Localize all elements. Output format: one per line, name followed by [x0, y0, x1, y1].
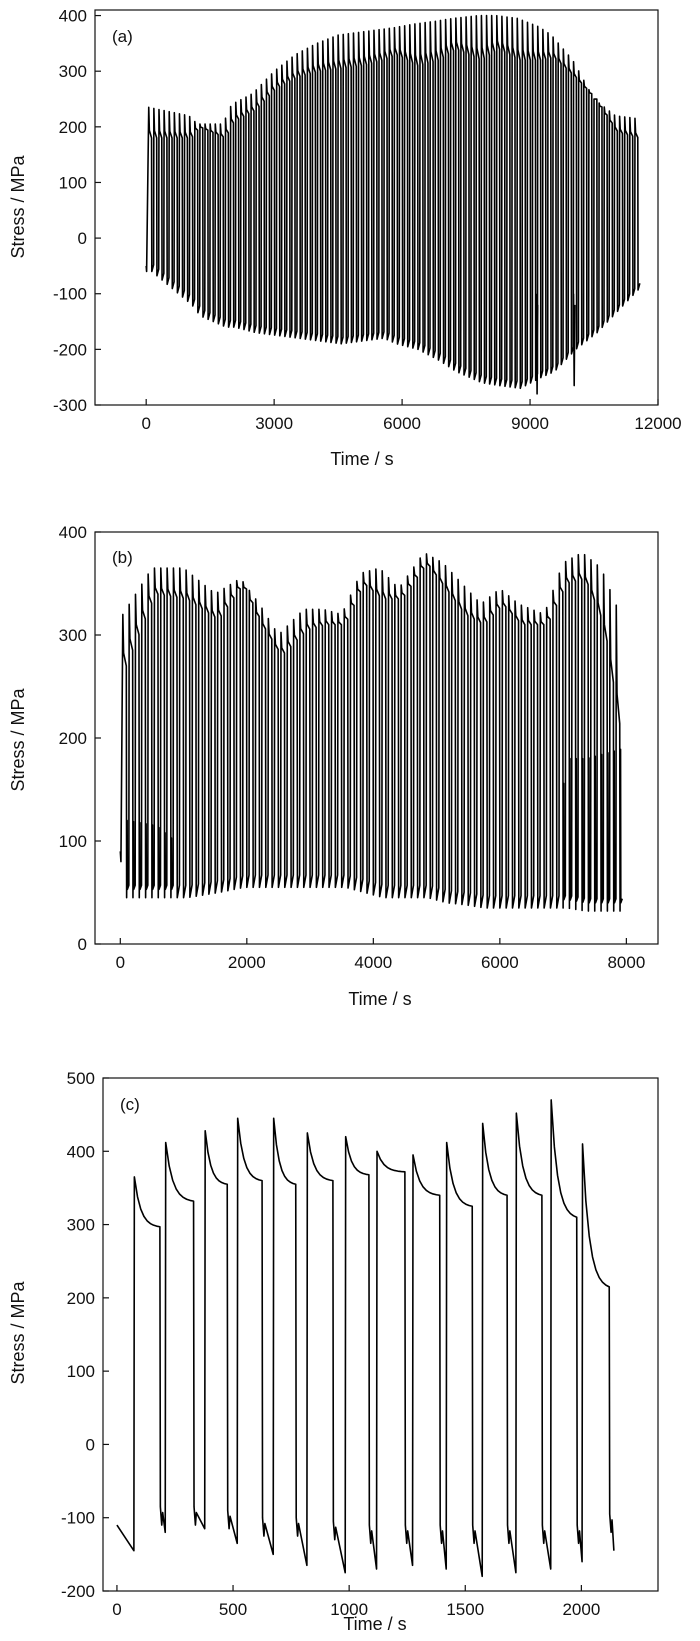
panel-b-ylabel: Stress / MPa [8, 688, 28, 792]
panel-c-ytick-label: 100 [67, 1362, 95, 1381]
panel-a-ytick-label: 0 [78, 229, 87, 248]
panel-c-xtick-label: 1500 [446, 1600, 484, 1619]
panel-a: -300 -200 -100 0 100 200 300 400 0 3000 6000 9000 1… [8, 7, 682, 469]
panel-c-frame [102, 1077, 659, 1592]
panel-c-xtick-label: 0 [112, 1600, 121, 1619]
panel-c: -200 -100 0 100 200 300 400 500 0 500 1000 1500 200… [8, 1069, 659, 1634]
panel-a-label: (a) [112, 27, 133, 46]
panel-c-label: (c) [120, 1095, 140, 1114]
panel-c-xticks: 0 500 1000 1500 2000 [112, 1585, 600, 1619]
panel-c-ylabel: Stress / MPa [8, 1281, 28, 1385]
panel-b-xtick-label: 4000 [354, 953, 392, 972]
panel-b-xlabel: Time / s [348, 989, 411, 1009]
panel-c-ytick-label: -200 [61, 1582, 95, 1601]
panel-a-xtick-label: 3000 [255, 414, 293, 433]
panel-b: 0 100 200 300 400 0 2000 4000 6000 8000 (b) Time… [8, 523, 659, 1009]
panel-a-xtick-label: 0 [141, 414, 150, 433]
panel-a-ytick-label: 200 [59, 118, 87, 137]
panel-a-ytick-label: -200 [53, 340, 87, 359]
panel-b-ytick-label: 100 [59, 832, 87, 851]
panel-c-ytick-label: 400 [67, 1142, 95, 1161]
panel-a-xlabel: Time / s [330, 449, 393, 469]
panel-c-xlabel: Time / s [343, 1614, 406, 1634]
panel-b-xtick-label: 2000 [228, 953, 266, 972]
panel-b-xtick-label: 6000 [481, 953, 519, 972]
panel-c-xtick-label: 1000 [330, 1600, 368, 1619]
panel-a-ytick-label: 100 [59, 173, 87, 192]
panel-b-yticks: 0 100 200 300 400 [59, 523, 101, 954]
panel-c-ytick-label: 500 [67, 1069, 95, 1088]
panel-a-xtick-label: 9000 [511, 414, 549, 433]
panel-a-ytick-label: 300 [59, 62, 87, 81]
panel-c-ytick-label: 200 [67, 1289, 95, 1308]
panel-c-ytick-label: 300 [67, 1216, 95, 1235]
panel-a-ytick-label: -100 [53, 285, 87, 304]
panel-b-ytick-label: 0 [78, 935, 87, 954]
panel-c-xtick-label: 500 [219, 1600, 247, 1619]
panel-c-yticks: -200 -100 0 100 200 300 400 500 [61, 1069, 109, 1601]
panel-c-ytick-label: -100 [61, 1509, 95, 1528]
panel-a-xtick-label: 12000 [634, 414, 681, 433]
panel-c-ytick-label: 0 [86, 1435, 95, 1454]
panel-b-ytick-label: 400 [59, 523, 87, 542]
panel-a-frame [94, 9, 659, 406]
panel-b-xtick-label: 0 [116, 953, 125, 972]
panel-b-ytick-label: 200 [59, 729, 87, 748]
panel-a-ytick-label: 400 [59, 7, 87, 26]
panel-a-ylabel: Stress / MPa [8, 155, 28, 259]
panel-b-label: (b) [112, 548, 133, 567]
panel-b-xticks: 0 2000 4000 6000 8000 [116, 938, 645, 972]
panel-c-xtick-label: 2000 [562, 1600, 600, 1619]
panel-b-xtick-label: 8000 [607, 953, 645, 972]
panel-a-series-line [145, 14, 641, 395]
panel-a-ytick-label: -300 [53, 396, 87, 415]
panel-b-series-line [119, 553, 624, 912]
panel-a-xtick-label: 6000 [383, 414, 421, 433]
panel-a-xticks: 0 3000 6000 9000 12000 [141, 399, 682, 433]
panel-c-series-line [116, 1099, 615, 1578]
panel-b-ytick-label: 300 [59, 626, 87, 645]
panel-a-yticks: -300 -200 -100 0 100 200 300 400 [53, 7, 101, 415]
